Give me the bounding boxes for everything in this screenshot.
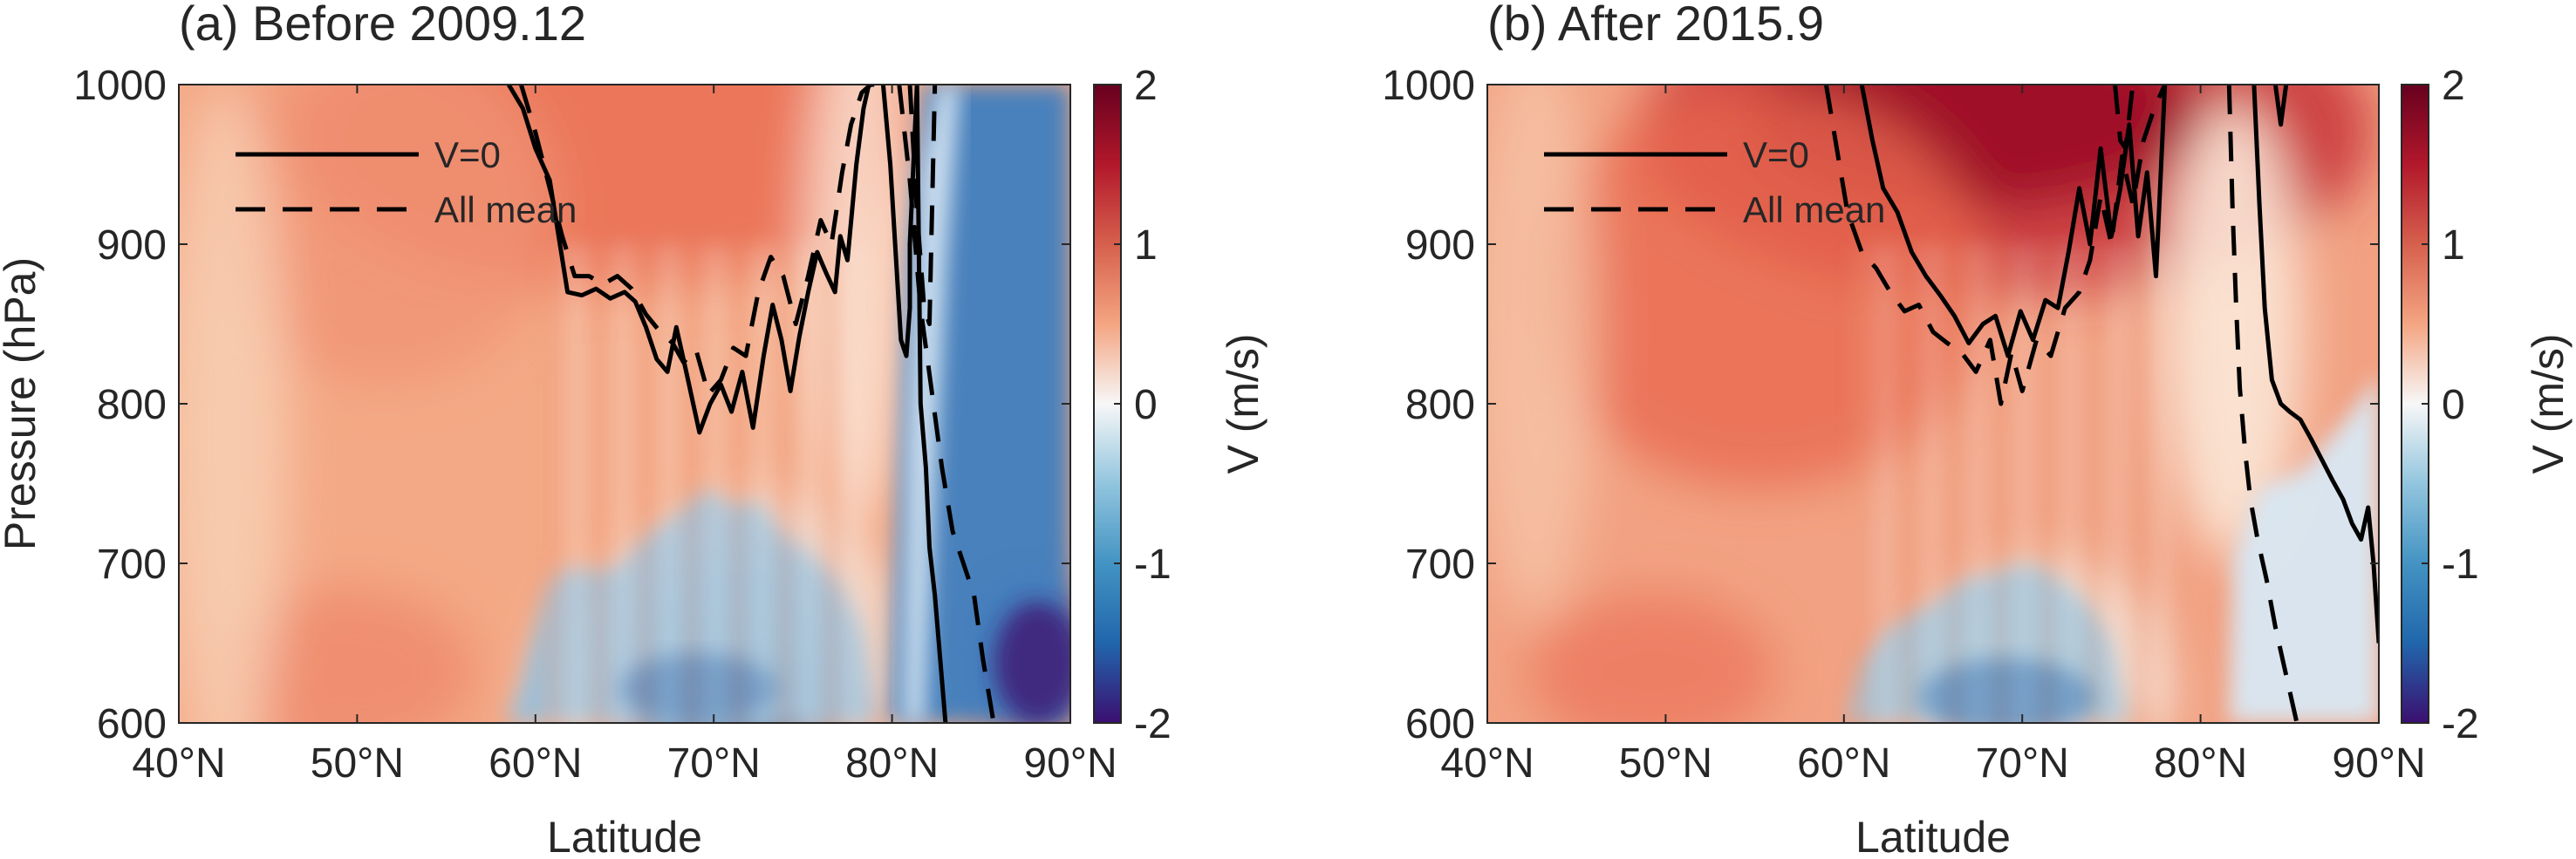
panel-b-ytick-label: 800 — [1405, 382, 1475, 428]
panel-a-legend: V=0 All mean — [236, 134, 577, 230]
panel-b-ytick-label: 900 — [1405, 222, 1475, 269]
panel-b-legend: V=0 All mean — [1544, 134, 1885, 230]
panel-b-title: (b) After 2015.9 — [1487, 0, 1824, 51]
panel-b-xtick-label: 90°N — [2332, 740, 2425, 787]
panel-a-legend-vzero: V=0 — [434, 134, 501, 175]
panel-a-xtick-label: 60°N — [489, 740, 582, 787]
panel-b-xlabel: Latitude — [1855, 813, 2011, 859]
panel-b-xtick-label: 40°N — [1440, 740, 1534, 787]
panel-a-vzero-contour-1 — [880, 85, 948, 723]
panel-a-xtick-label: 40°N — [132, 740, 225, 787]
panel-b-legend-allmean: All mean — [1743, 189, 1885, 230]
panel-b-colorbar-tick-label: -2 — [2442, 701, 2479, 747]
panel-a-ytick-label: 1000 — [73, 63, 167, 109]
panel-b-allmean-contour-2 — [2113, 85, 2135, 151]
panel-b-colorbar-tick-label: -1 — [2442, 542, 2479, 588]
panel-a: (a) Before 2009.12 40°N 50°N 6 — [0, 0, 1268, 859]
panel-a-colorbar-label: V (m/s) — [1219, 333, 1268, 474]
panel-a-colorbar-tick-label: -2 — [1134, 701, 1172, 747]
panel-a-title: (a) Before 2009.12 — [179, 0, 586, 51]
panel-b-colorbar-label: V (m/s) — [2524, 333, 2573, 474]
panel-b-ytick-label: 600 — [1405, 701, 1475, 747]
panel-b-xtick-label: 80°N — [2154, 740, 2247, 787]
panel-a-vzero-contour-0 — [506, 85, 875, 435]
panel-a-colorbar-tick-label: -1 — [1134, 542, 1172, 588]
panel-b-xtick-label: 50°N — [1619, 740, 1712, 787]
panel-a-legend-allmean: All mean — [434, 189, 577, 230]
panel-a-allmean-contour-1 — [897, 85, 996, 723]
panel-a-xlabel: Latitude — [547, 813, 702, 859]
panel-a-xtick-label: 80°N — [845, 740, 939, 787]
panel-a-ytick-label: 700 — [97, 542, 167, 588]
panel-b-vzero-contour-1 — [2251, 85, 2379, 644]
panel-b-vzero-contour-2 — [2272, 85, 2289, 127]
panel-a-colorbar-tick-label: 1 — [1134, 222, 1158, 269]
panel-b-ytick-label: 700 — [1405, 542, 1475, 588]
panel-b: (b) After 2015.9 40°N 50°N 60°N 70°N 80°N 90°… — [1382, 0, 2573, 859]
panel-a-ytick-label: 900 — [97, 222, 167, 269]
panel-b-heatmap — [1487, 85, 2379, 723]
panel-b-allmean-contour-0 — [1823, 85, 2167, 406]
panel-b-ytick-label: 1000 — [1382, 63, 1475, 109]
panel-b-xtick-label: 70°N — [1976, 740, 2069, 787]
panel-b-blue-zone — [2229, 375, 2379, 723]
panel-a-xtick-label: 50°N — [311, 740, 404, 787]
panel-a-xtick-label: 90°N — [1023, 740, 1117, 787]
panel-b-colorbar-tick-label: 0 — [2442, 382, 2465, 428]
panel-a-ytick-label: 800 — [97, 382, 167, 428]
panel-a-contours — [506, 85, 996, 723]
panel-a-xtick-label: 70°N — [667, 740, 761, 787]
panel-a-ytick-label: 600 — [97, 701, 167, 747]
panel-b-legend-vzero: V=0 — [1743, 134, 1809, 175]
panel-a-colorbar-tick-label: 0 — [1134, 382, 1158, 428]
panel-a-ylabel: Pressure (hPa) — [0, 257, 44, 550]
panel-b-colorbar-tick-label: 1 — [2442, 222, 2465, 269]
panel-b-contours — [1823, 85, 2379, 723]
panel-b-allmean-contour-1 — [2226, 85, 2299, 723]
panel-a-colorbar-tick-label: 2 — [1134, 63, 1158, 109]
panel-b-xtick-label: 60°N — [1797, 740, 1890, 787]
panel-b-colorbar-tick-label: 2 — [2442, 63, 2465, 109]
panel-a-allmean-contour-0 — [519, 85, 872, 397]
panel-a-heatmap — [179, 85, 1070, 723]
